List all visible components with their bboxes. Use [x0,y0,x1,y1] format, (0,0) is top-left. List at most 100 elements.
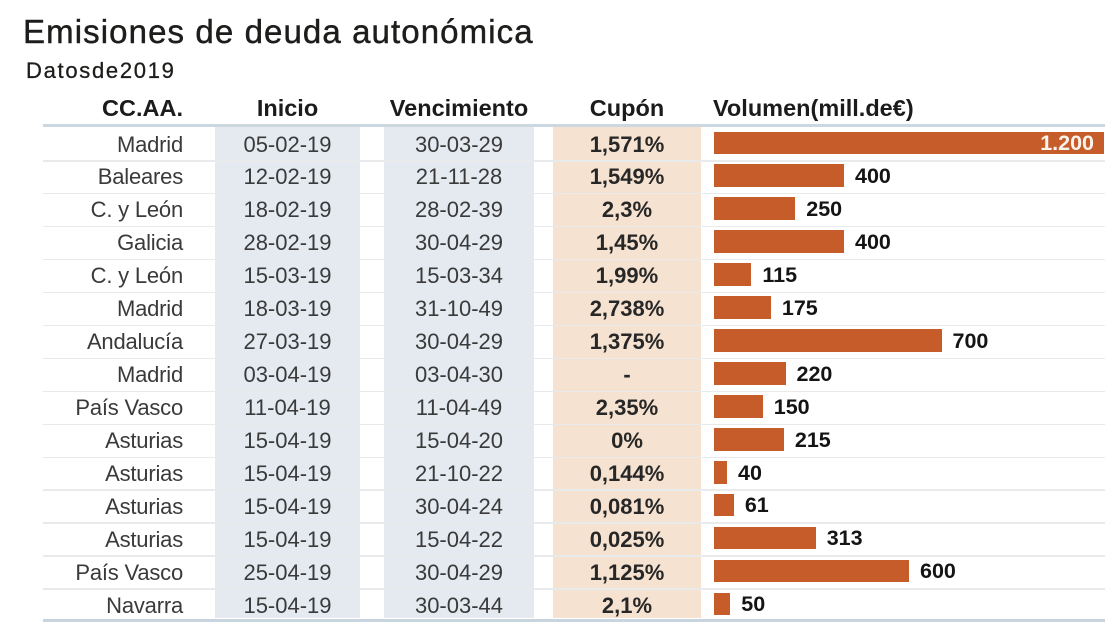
cell-cupon: - [623,362,631,388]
row-separator [43,555,1105,557]
page-subtitle: Datosde2019 [26,58,176,83]
volume-bar [714,493,734,517]
cell-vencimiento: 31-10-49 [414,296,504,322]
volume-value-label: 700 [952,328,989,353]
cell-inicio: 12-02-19 [243,164,332,190]
cell-inicio: 15-03-19 [243,263,332,289]
bottom-rule [43,618,1105,622]
cell-region: Andalucía [86,329,183,355]
table-row: País Vasco 25-04-19 30-04-29 1,125% 600 [0,555,1119,588]
table-row: Asturias 15-04-19 21-10-22 0,144% 40 [0,456,1119,490]
cell-cupon: 1,375% [589,329,665,355]
volume-bar [714,131,1104,154]
cell-cupon: 2,35% [595,395,659,421]
cell-inicio: 11-04-19 [244,395,331,421]
cell-region: Asturias [105,493,183,519]
cell-vencimiento: 15-03-34 [414,263,504,289]
volume-value-label: 400 [855,229,891,254]
cell-vencimiento: 28-02-39 [414,197,504,223]
column-header-cupon: Cupón [589,95,665,121]
header-rule [43,124,1105,127]
cell-inicio: 05-02-19 [243,131,332,157]
cell-inicio: 27-03-19 [243,329,332,355]
volume-value-label: 50 [741,592,766,617]
cell-inicio: 15-04-19 [243,592,332,618]
volume-value-label: 40 [738,460,762,485]
cell-region: Asturias [105,428,183,454]
table-row: País Vasco 11-04-19 11-04-49 2,35% 150 [0,390,1119,424]
cell-region: C. y León [90,263,184,289]
column-band-inicio [215,127,360,618]
table-row: Galicia 28-02-19 30-04-29 1,45% 400 [0,225,1119,259]
volume-value-label: 1.200 [1040,131,1094,155]
cell-region: Baleares [97,164,183,190]
table-row: Madrid 18-03-19 31-10-49 2,738% 175 [0,291,1119,325]
cell-region: Galicia [117,230,183,256]
volume-bar [714,197,796,220]
cell-inicio: 28-02-19 [243,230,332,256]
cell-vencimiento: 30-03-29 [414,131,504,157]
cell-region: Madrid [116,131,183,157]
volume-bar [714,395,763,418]
cell-inicio: 03-04-19 [243,362,332,388]
cell-vencimiento: 30-04-24 [414,493,504,519]
row-separator [43,357,1105,360]
cell-region: Asturias [105,526,183,552]
cell-cupon: 2,738% [589,296,665,322]
table-row: Asturias 15-04-19 15-04-20 0% 215 [0,423,1119,457]
table-row: Asturias 15-04-19 15-04-22 0,025% 313 [0,522,1119,555]
row-separator [43,258,1105,261]
cell-inicio: 15-04-19 [243,526,332,552]
volume-bar [714,164,844,187]
table-row: Madrid 05-02-19 30-03-29 1,571% 1.200 [0,127,1119,160]
cell-vencimiento: 15-04-20 [414,428,504,454]
row-separator [43,522,1105,524]
row-separator [43,192,1105,195]
cell-cupon: 0% [611,428,643,454]
cell-cupon: 0,025% [589,526,665,552]
row-separator [43,225,1105,228]
column-header-volumen: Volumen(mill.de€) [713,95,914,121]
cell-inicio: 18-02-19 [243,197,332,223]
cell-region: País Vasco [75,559,183,585]
table-row: C. y León 18-02-19 28-02-39 2,3% 250 [0,192,1119,226]
row-separator [43,291,1105,294]
volume-value-label: 115 [762,262,798,287]
cell-cupon: 2,1% [601,592,653,618]
cell-cupon: 1,571% [589,131,665,157]
cell-vencimiento: 30-04-29 [414,230,504,256]
volume-bar [714,263,752,286]
volume-value-label: 61 [744,493,769,518]
cell-cupon: 1,99% [595,263,659,289]
cell-vencimiento: 15-04-22 [414,526,504,552]
column-band-cupon [553,127,701,618]
table-row: Asturias 15-04-19 30-04-24 0,081% 61 [0,489,1119,522]
volume-value-label: 150 [773,394,810,419]
volume-value-label: 400 [855,163,891,188]
cell-region: Navarra [106,592,183,618]
column-header-vencimiento: Vencimiento [389,95,529,121]
cell-region: Asturias [105,461,183,486]
table-row: C. y León 15-03-19 15-03-34 1,99% 115 [0,258,1119,292]
volume-value-label: 600 [920,559,956,584]
volume-bar [714,296,771,319]
cell-vencimiento: 11-04-49 [415,395,503,421]
cell-cupon: 2,3% [601,197,653,223]
cell-vencimiento: 21-11-28 [415,164,503,190]
cell-inicio: 18-03-19 [243,296,332,322]
cell-vencimiento: 30-04-29 [414,559,504,585]
volume-bar [714,362,786,385]
volume-value-label: 215 [794,427,831,452]
volume-bar [714,230,844,253]
volume-bar [714,461,727,484]
cell-region: Madrid [116,362,183,388]
cell-vencimiento: 03-04-30 [414,362,504,388]
table-row: Andalucía 27-03-19 30-04-29 1,375% 700 [0,324,1119,358]
cell-cupon: 1,549% [589,164,665,190]
cell-region: Madrid [116,296,183,322]
row-separator [43,324,1105,327]
cell-vencimiento: 30-04-29 [414,329,504,355]
volume-bar [714,428,784,451]
column-band-vencimiento [384,127,534,618]
